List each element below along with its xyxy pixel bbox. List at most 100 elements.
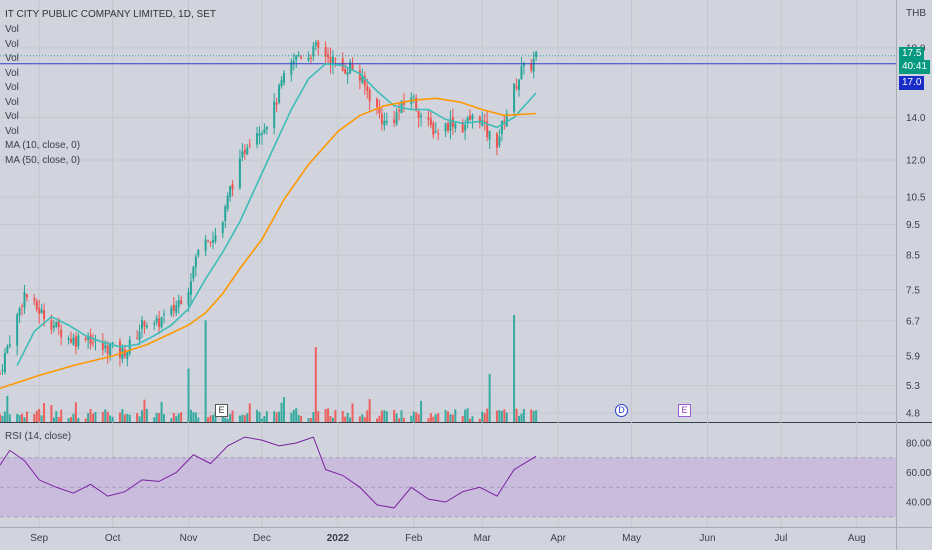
volume-bar [331, 417, 334, 422]
volume-bar [444, 409, 447, 422]
candle-body [486, 121, 489, 138]
candle-body [140, 319, 143, 329]
currency-label: THB [906, 8, 926, 19]
candle-body [248, 145, 251, 147]
volume-bar [23, 417, 26, 422]
rsi-title: RSI (14, close) [5, 431, 72, 442]
volume-bar [74, 402, 77, 422]
legend-item[interactable]: Vol [5, 96, 19, 108]
volume-bar [366, 410, 369, 422]
candle-body [464, 125, 467, 131]
candle-body [25, 294, 28, 298]
candle-body [327, 54, 330, 58]
candle-body [300, 56, 303, 59]
volume-bar [415, 412, 418, 422]
candle-body [427, 117, 430, 120]
legend-item-ma50[interactable]: MA (50, close, 0) [5, 154, 81, 166]
legend-item-ma10[interactable]: MA (10, close, 0) [5, 140, 81, 151]
y-tick-label: 12.0 [906, 155, 926, 166]
y-tick-label: 9.5 [906, 220, 920, 231]
volume-bar [324, 409, 327, 422]
candle-body [417, 111, 420, 119]
x-tick-label: Oct [105, 533, 121, 544]
candle-body [180, 300, 183, 305]
candle-body [376, 98, 379, 108]
legend-item[interactable]: Vol [5, 38, 19, 50]
volume-bar [395, 413, 398, 422]
volume-bar [495, 410, 498, 422]
volume-bar [87, 413, 90, 422]
volume-bar [309, 417, 312, 422]
candle-body [478, 116, 481, 124]
volume-bar [429, 413, 432, 422]
volume-bar [38, 408, 41, 422]
volume-bar [532, 410, 535, 422]
volume-bar [126, 413, 129, 422]
volume-bar [513, 315, 516, 422]
candle-body [138, 331, 141, 341]
dividend-event-icon[interactable]: D [615, 404, 628, 417]
volume-bar [128, 414, 131, 422]
legend-item[interactable]: Vol [5, 111, 19, 122]
candle-body [50, 320, 53, 330]
volume-bar [427, 418, 430, 422]
candle-body [231, 184, 234, 190]
candle-body [280, 79, 283, 87]
rsi-tick-label: 80.00 [906, 439, 931, 450]
volume-bar [1, 415, 4, 422]
volume-bar [334, 410, 337, 422]
volume-bar [33, 414, 36, 422]
earnings-event-icon[interactable]: E [215, 404, 228, 417]
volume-bar [307, 418, 310, 422]
volume-bar [280, 402, 283, 422]
candle-body [243, 149, 246, 155]
volume-bar [35, 410, 38, 422]
volume-bar [16, 414, 19, 422]
volume-bar [8, 414, 11, 422]
countdown-tag: 40:41 [899, 60, 931, 74]
x-tick-label: Aug [848, 533, 866, 544]
legend-item[interactable]: Vol [5, 82, 19, 93]
candle-body [136, 338, 139, 340]
candle-body [224, 206, 227, 222]
candle-body [378, 108, 381, 114]
candle-body [55, 321, 58, 327]
volume-bar [483, 413, 486, 422]
legend-item[interactable]: Vol [5, 24, 19, 35]
candle-body [265, 126, 268, 130]
candle-body [106, 345, 109, 354]
legend-item[interactable]: Vol [5, 53, 19, 64]
volume-bar [522, 409, 525, 422]
candle-body [128, 339, 131, 354]
volume-bar [121, 409, 124, 422]
volume-bar [101, 411, 104, 422]
candle-body [256, 133, 259, 145]
candle-body [520, 66, 523, 80]
volume-bar [469, 418, 472, 422]
candle-body [434, 131, 437, 133]
volume-bar [25, 411, 28, 422]
volume-bar [138, 416, 141, 422]
volume-bar [209, 415, 212, 422]
x-tick-label: May [622, 533, 641, 544]
candle-body [290, 61, 293, 75]
candle-body [189, 281, 192, 295]
y-tick-label: 5.3 [906, 381, 920, 392]
volume-bar [187, 368, 190, 422]
volume-bar [153, 417, 156, 422]
candle-body [331, 56, 334, 66]
candle-body [366, 86, 369, 91]
candle-body [172, 304, 175, 311]
candle-body [471, 115, 474, 120]
legend-item[interactable]: Vol [5, 125, 19, 137]
candle-body [6, 345, 9, 354]
volume-bar [170, 418, 173, 422]
legend-item[interactable]: Vol [5, 67, 19, 79]
chart-title: IT CITY PUBLIC COMPANY LIMITED, 1D, SET [5, 8, 216, 23]
volume-bar [464, 409, 467, 422]
volume-bar [197, 417, 200, 422]
earnings-event-icon[interactable]: E [678, 404, 691, 417]
candle-body [361, 76, 364, 84]
x-tick-label: Jun [699, 533, 715, 544]
